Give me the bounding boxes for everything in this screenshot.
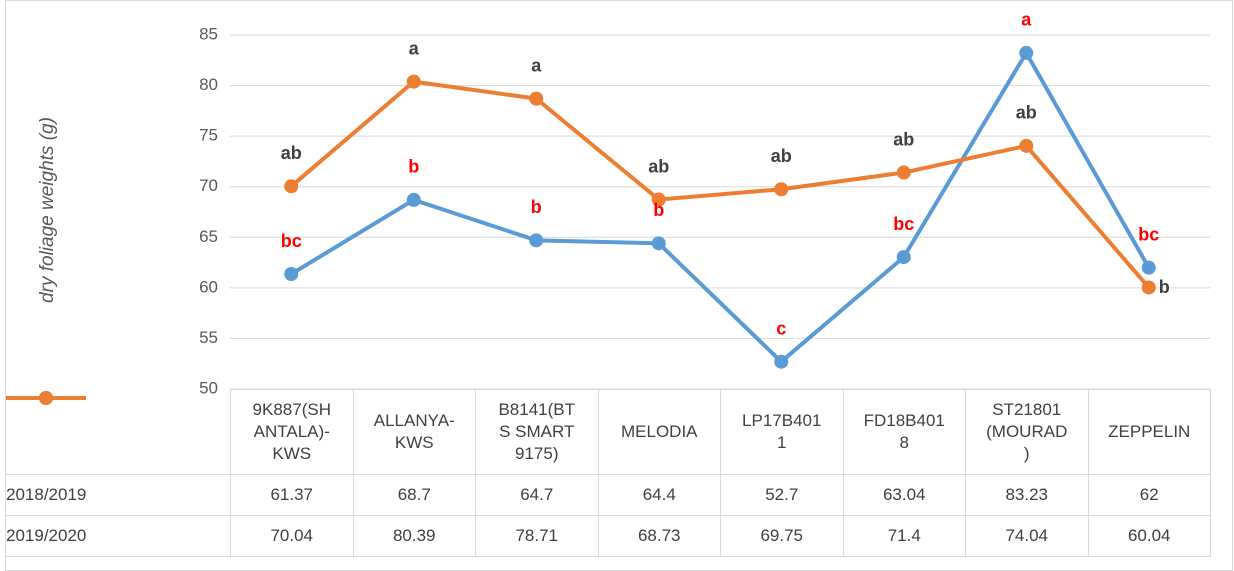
category-label: FD18B4018 [842, 389, 966, 475]
marker [651, 192, 666, 207]
y-tick-label: 60 [199, 277, 218, 296]
table-value: 69.75 [720, 515, 844, 557]
table-value: 64.7 [475, 474, 599, 516]
significance-label: b [1159, 277, 1170, 297]
significance-label: c [776, 318, 786, 338]
significance-label: b [408, 157, 419, 177]
marker [406, 192, 421, 207]
marker [651, 236, 666, 251]
data-row: 2018/2019 61.37 68.7 64.7 64.4 52.7 63.04 83.23… [5, 390, 1211, 516]
y-tick-label: 70 [199, 176, 218, 195]
significance-label: bc [1138, 224, 1159, 244]
y-tick-label: 85 [199, 24, 218, 43]
significance-label: ab [771, 146, 792, 166]
marker [284, 267, 299, 282]
legend-swatch [5, 390, 86, 405]
significance-label: bc [893, 214, 914, 234]
significance-label: b [531, 197, 542, 217]
category-label: 9K887(SHANTALA)-KWS [230, 389, 354, 475]
table-value: 83.23 [965, 474, 1089, 516]
series-line [289, 79, 1151, 289]
category-label: ZEPPELIN [1087, 389, 1211, 475]
legend-label: 2019/2020 [6, 526, 87, 545]
table-value: 64.4 [597, 474, 721, 516]
table-value: 74.04 [965, 515, 1089, 557]
category-label: LP17B4011 [720, 389, 844, 475]
data-table: 9K887(SHANTALA)-KWS ALLANYA-KWS B8141(BTS … [5, 389, 1211, 557]
table-value: 62 [1087, 474, 1211, 516]
significance-label: bc [281, 231, 302, 251]
table-value: 63.04 [842, 474, 966, 516]
table-value: 68.7 [352, 474, 476, 516]
legend-marker [38, 390, 53, 405]
data-row: 2019/2020 70.04 80.39 78.71 68.73 69.75 71.4 74… [5, 390, 1211, 557]
marker [284, 179, 299, 194]
table-value: 71.4 [842, 515, 966, 557]
header-row: 9K887(SHANTALA)-KWS ALLANYA-KWS B8141(BTS … [5, 389, 1211, 475]
category-label: ST21801 (MOURAD) [965, 389, 1089, 475]
marker [896, 250, 911, 265]
significance-label: a [531, 55, 542, 75]
table-value: 80.39 [352, 515, 476, 557]
legend-entry: 2019/2020 [5, 390, 231, 557]
significance-label: a [409, 38, 420, 58]
table-value: 68.73 [597, 515, 721, 557]
significance-label: ab [281, 143, 302, 163]
significance-label: a [1021, 10, 1032, 30]
y-axis-label: dry foliage weights (g) [37, 117, 58, 303]
y-tick-label: 80 [199, 75, 218, 94]
legend-entry: 2018/2019 [5, 390, 231, 516]
significance-label: ab [893, 129, 914, 149]
category-label: MELODIA [597, 389, 721, 475]
marker [406, 74, 421, 89]
table-value: 78.71 [475, 515, 599, 557]
marker [529, 233, 544, 248]
table-value: 60.04 [1087, 515, 1211, 557]
y-tick-label: 55 [199, 328, 218, 347]
table-value: 52.7 [720, 474, 844, 516]
marker [774, 182, 789, 197]
significance-label: b [653, 200, 664, 220]
y-tick-label: 65 [199, 227, 218, 246]
significance-label: ab [648, 156, 669, 176]
table-value: 70.04 [230, 515, 354, 557]
marker [1019, 45, 1034, 60]
significance-label: ab [1016, 103, 1037, 123]
marker [1141, 260, 1156, 275]
y-tick-label: 75 [199, 126, 218, 145]
category-label: B8141(BTS SMART 9175) [475, 389, 599, 475]
marker [896, 165, 911, 180]
marker [774, 354, 789, 369]
series-line [290, 50, 1151, 364]
marker [529, 91, 544, 106]
table-value: 61.37 [230, 474, 354, 516]
marker [1019, 138, 1034, 153]
category-label: ALLANYA-KWS [352, 389, 476, 475]
marker [1141, 280, 1156, 295]
legend-label: 2018/2019 [6, 485, 87, 504]
